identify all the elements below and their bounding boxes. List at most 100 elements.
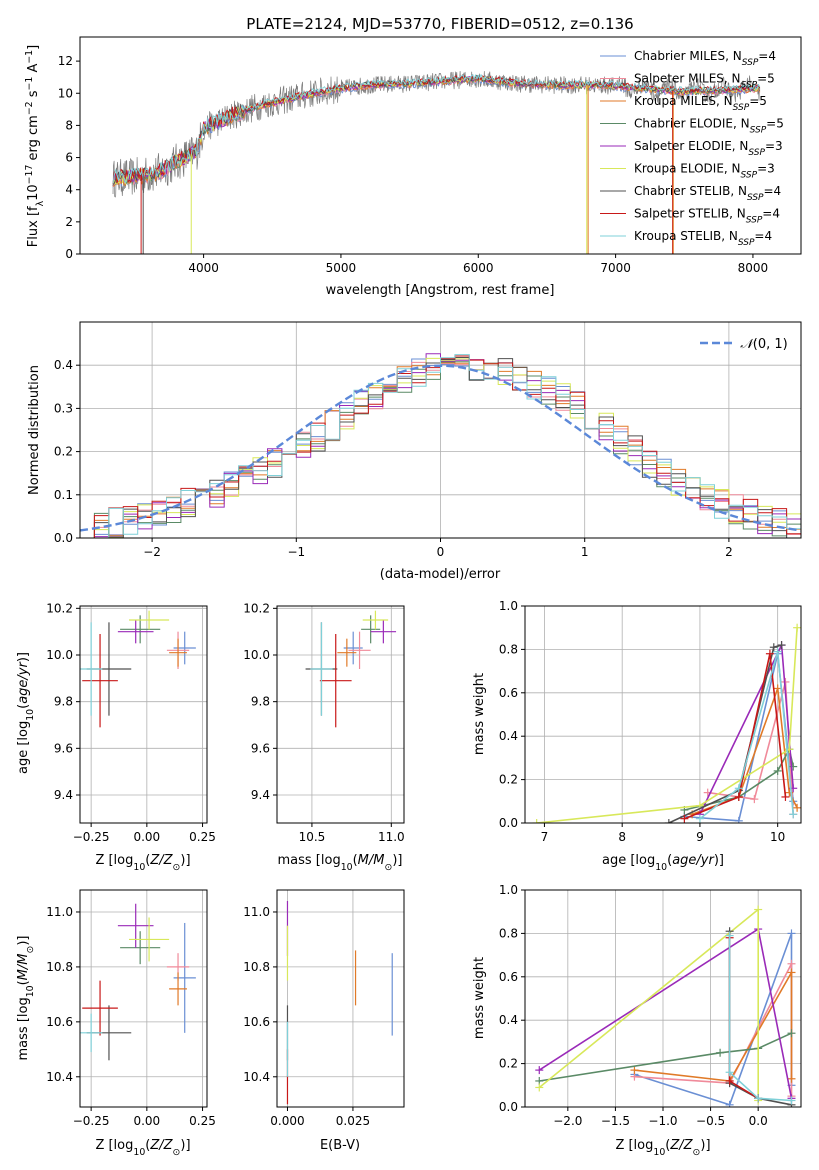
y-tick-label: 0.2: [54, 445, 73, 459]
weight_vs_Z-plot: [535, 905, 796, 1107]
legend-label: Kroupa MILES, NSSP=5: [634, 94, 767, 113]
mass_vs_ebv-frame: 0.000 0.025 10.4 10.6 10.8 11.0: [243, 889, 405, 1128]
weight_vs_age-plot: [532, 623, 801, 823]
x-axis-label: E(B-V): [320, 1138, 360, 1153]
y-tick-label: 10.4: [243, 1070, 270, 1084]
weight-marker: [535, 1083, 544, 1092]
weight-marker: [789, 762, 798, 771]
weight_vs_age-axes: 7 8 9 10 0.0 0.2 0.4 0.6 0.8 1.0: [499, 599, 802, 844]
y-tick-label: 9.6: [54, 741, 73, 755]
y-tick-label: 4: [65, 183, 73, 197]
x-tick-label: −2.0: [553, 1114, 582, 1128]
x-tick-label: 8000: [738, 261, 769, 275]
y-tick-label: 9.4: [54, 788, 73, 802]
weight-line: [536, 627, 798, 823]
residuals-axes: −2 −1 0 1 2 0.0 0.1 0.2 0.3 0.4: [54, 321, 802, 559]
weight-marker: [793, 803, 801, 812]
y-tick-label: 0.0: [54, 531, 73, 545]
x-tick-label: 0.00: [133, 1114, 160, 1128]
weight-line: [684, 652, 787, 820]
weight-marker: [787, 1074, 796, 1083]
y-tick-label: 10.2: [46, 601, 73, 615]
weight-marker: [734, 784, 743, 793]
y-tick-label: 9.4: [251, 788, 270, 802]
y-tick-label: 10.8: [243, 960, 270, 974]
weight-marker: [787, 968, 796, 977]
weight-marker: [765, 649, 774, 658]
weight-marker: [754, 1094, 763, 1103]
spectrum-legend: Chabrier MILES, NSSP=4 Salpeter MILES, NS…: [600, 49, 784, 248]
figure-title: PLATE=2124, MJD=53770, FIBERID=0512, z=0…: [246, 15, 633, 33]
weight-marker: [754, 905, 763, 914]
y-tick-label: 9.8: [251, 695, 270, 709]
y-axis-label: Normed distribution: [27, 365, 42, 495]
x-tick-label: 2: [725, 545, 733, 559]
x-tick-label: 1: [581, 545, 589, 559]
x-tick-label: 10.5: [299, 830, 326, 844]
weight-marker: [725, 1068, 734, 1077]
y-tick-label: 10.0: [46, 648, 73, 662]
x-tick-label: 4000: [188, 261, 219, 275]
x-axis-label: Z [log10(Z/Z⊙)]: [95, 853, 190, 873]
mass_vs_ebv-axes: 0.000 0.025 10.4 10.6 10.8 11.0: [243, 889, 405, 1128]
y-axis-label: Flux [fλ10−17 erg cm−2 s−1 A−1]: [24, 45, 46, 247]
mass_vs_Z-frame: −0.25 0.00 0.25 10.4 10.6 10.8 11.0: [46, 889, 216, 1128]
x-tick-label: 8: [618, 830, 626, 844]
legend-label: Chabrier STELIB, NSSP=4: [634, 184, 781, 203]
x-tick-label: 9: [696, 830, 704, 844]
weight-marker: [777, 641, 786, 650]
y-tick-label: 0.2: [499, 773, 518, 787]
x-tick-label: 6000: [463, 261, 494, 275]
x-tick-label: −1: [287, 545, 305, 559]
legend-label: Salpeter STELIB, NSSP=4: [634, 207, 780, 226]
y-tick-label: 9.8: [54, 695, 73, 709]
weight-marker: [769, 643, 778, 652]
weight-marker: [734, 816, 743, 823]
legend-label: Kroupa STELIB, NSSP=4: [634, 229, 772, 248]
x-tick-label: 0.25: [189, 830, 216, 844]
x-axis-label: wavelength [Angstrom, rest frame]: [326, 283, 555, 298]
weight-line: [668, 644, 782, 823]
x-tick-label: 11.0: [378, 830, 405, 844]
weight-marker: [716, 1048, 725, 1057]
x-axis-label: Z [log10(Z/Z⊙)]: [95, 1138, 190, 1158]
weight-marker: [734, 792, 743, 801]
weight-marker: [725, 1076, 734, 1085]
mass_vs_Z-axes: −0.25 0.00 0.25 10.4 10.6 10.8 11.0: [46, 889, 216, 1128]
y-tick-label: 0.6: [499, 970, 518, 984]
y-tick-label: 0: [65, 247, 73, 261]
weight_vs_Z-axes: −2.0 −1.5 −1.0 −0.5 0.0 0.0 0.2 0.4 0.6 0.8 1.0: [499, 883, 802, 1128]
x-tick-label: 0: [437, 545, 445, 559]
weight-marker: [773, 684, 782, 693]
spectrum-axes: 4000 5000 6000 7000 8000 0 2 4 6 8 10 12: [58, 36, 802, 275]
y-tick-label: 11.0: [243, 905, 270, 919]
y-tick-label: 1.0: [499, 883, 518, 897]
axes-frame: [79, 889, 208, 1108]
y-tick-label: 0.3: [54, 401, 73, 415]
weight-marker: [695, 814, 704, 823]
x-tick-label: 0.025: [336, 1114, 370, 1128]
x-tick-label: 7: [541, 830, 549, 844]
spectrum-plot: [112, 70, 761, 254]
axes-frame: [276, 889, 405, 1108]
y-tick-label: 0.4: [499, 729, 518, 743]
y-tick-label: 10.6: [243, 1015, 270, 1029]
y-tick-label: 0.2: [499, 1057, 518, 1071]
weight_vs_age-frame: 7 8 9 10 0.0 0.2 0.4 0.6 0.8 1.0: [499, 599, 802, 844]
weight-marker: [630, 1066, 639, 1075]
model-spectrum: [112, 74, 761, 184]
age_vs_Z-frame: −0.25 0.00 0.25 9.4 9.6 9.8 10.0 10.2: [46, 601, 216, 844]
y-tick-label: 10.4: [46, 1070, 73, 1084]
y-tick-label: 0.4: [54, 358, 73, 372]
x-axis-label: (data-model)/error: [380, 567, 501, 582]
y-tick-label: 0.4: [499, 1013, 518, 1027]
age_vs_mass-plot: [305, 610, 397, 728]
weight-marker: [781, 792, 790, 801]
weight-marker: [787, 959, 796, 968]
y-axis-label: mass weight: [472, 957, 487, 1039]
x-tick-label: 0.00: [133, 830, 160, 844]
weight-marker: [773, 766, 782, 775]
weight-marker: [532, 819, 541, 823]
weight-marker: [789, 810, 798, 819]
